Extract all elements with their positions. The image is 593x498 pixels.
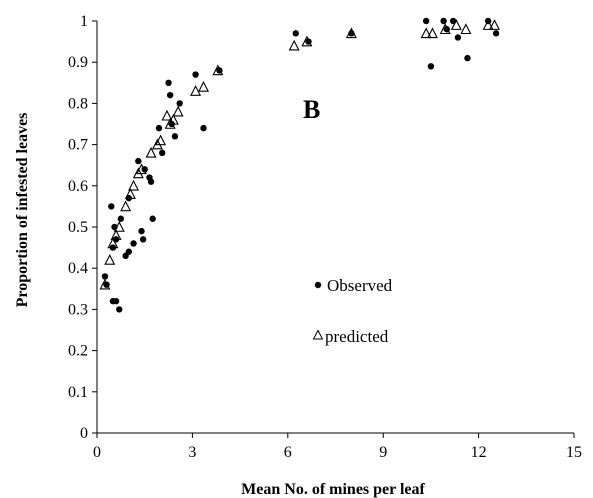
observed-point bbox=[176, 100, 183, 107]
observed-point bbox=[192, 71, 199, 78]
observed-point bbox=[116, 306, 123, 313]
observed-point bbox=[155, 124, 163, 132]
observed-point bbox=[464, 54, 471, 62]
predicted-point bbox=[345, 27, 357, 39]
x-tick-label: 15 bbox=[566, 444, 582, 461]
predicted-point bbox=[439, 23, 451, 35]
observed-point bbox=[149, 215, 156, 222]
observed-point bbox=[454, 34, 462, 41]
predicted-point bbox=[198, 80, 210, 92]
observed-point bbox=[422, 17, 430, 25]
observed-point bbox=[427, 63, 435, 70]
x-tick-label: 9 bbox=[379, 444, 387, 461]
y-tick-label: 0.8 bbox=[68, 95, 88, 112]
y-tick-label: 0.2 bbox=[68, 343, 88, 360]
observed-point bbox=[139, 236, 147, 243]
x-axis-title: Mean No. of mines per leaf bbox=[241, 481, 425, 498]
observed-point bbox=[117, 215, 125, 222]
predicted-point bbox=[120, 200, 132, 212]
y-tick-label: 0.7 bbox=[68, 137, 88, 154]
y-tick-label: 0.4 bbox=[68, 260, 88, 277]
predicted-point bbox=[113, 221, 125, 232]
predicted-point bbox=[426, 27, 438, 39]
observed-point bbox=[200, 124, 207, 132]
observed-point bbox=[130, 240, 137, 247]
observed-point bbox=[135, 157, 142, 165]
predicted-point bbox=[450, 19, 462, 30]
observed-point bbox=[101, 273, 109, 280]
y-tick-label: 1 bbox=[80, 13, 88, 30]
predicted-point bbox=[420, 27, 432, 39]
observed-point bbox=[292, 30, 299, 37]
predicted-point bbox=[190, 85, 202, 96]
predicted-point bbox=[301, 35, 313, 47]
x-tick-label: 6 bbox=[284, 444, 292, 461]
x-tick-label: 0 bbox=[93, 444, 101, 461]
y-axis-title: Proportion of infested leaves bbox=[14, 113, 31, 308]
y-tick-label: 0.9 bbox=[68, 54, 88, 71]
x-tick-label: 12 bbox=[471, 444, 487, 461]
observed-point bbox=[165, 79, 172, 87]
y-tick-label: 0.1 bbox=[68, 384, 88, 401]
y-axis-ticks: 0 0.1 0.2 0.3 0.4 0.5 0.6 0.7 0.8 0.9 1 bbox=[68, 13, 97, 442]
predicted-point bbox=[124, 188, 136, 199]
predicted-point bbox=[136, 163, 148, 175]
observed-point bbox=[112, 297, 120, 305]
x-axis-ticks: 0 3 6 9 12 15 bbox=[93, 433, 582, 461]
legend-observed-label: Observed bbox=[327, 276, 393, 295]
predicted-point bbox=[104, 254, 116, 265]
observed-point bbox=[158, 149, 166, 157]
legend-predicted-label: predicted bbox=[325, 327, 389, 346]
observed-point bbox=[166, 91, 174, 99]
predicted-point bbox=[288, 39, 300, 51]
legend-predicted-marker bbox=[312, 329, 324, 340]
series-observed bbox=[101, 17, 500, 313]
predicted-point bbox=[460, 23, 472, 35]
y-tick-label: 0 bbox=[80, 425, 88, 442]
legend: Observed predicted bbox=[312, 276, 393, 346]
predicted-point bbox=[155, 134, 167, 146]
legend-observed-marker bbox=[314, 281, 322, 289]
observed-point bbox=[138, 227, 145, 235]
predicted-point bbox=[212, 64, 224, 76]
predicted-point bbox=[110, 229, 122, 241]
predicted-point bbox=[161, 109, 173, 121]
y-tick-label: 0.5 bbox=[68, 219, 88, 236]
predicted-point bbox=[489, 19, 500, 30]
series-predicted bbox=[99, 19, 500, 290]
y-tick-label: 0.6 bbox=[68, 178, 88, 195]
observed-point bbox=[125, 248, 132, 255]
observed-point bbox=[492, 30, 500, 37]
observed-point bbox=[147, 178, 155, 185]
x-tick-label: 3 bbox=[188, 444, 196, 461]
predicted-point bbox=[128, 179, 140, 191]
predicted-point bbox=[145, 146, 157, 158]
predicted-point bbox=[167, 113, 179, 125]
predicted-point bbox=[99, 278, 111, 290]
observed-point bbox=[108, 203, 115, 210]
predicted-point bbox=[107, 237, 119, 249]
predicted-point bbox=[172, 105, 184, 117]
data-points bbox=[99, 17, 500, 313]
predicted-point bbox=[482, 19, 494, 30]
panel-label: B bbox=[303, 95, 320, 124]
y-tick-label: 0.3 bbox=[68, 301, 88, 318]
observed-point bbox=[440, 17, 447, 25]
observed-point bbox=[171, 133, 179, 140]
